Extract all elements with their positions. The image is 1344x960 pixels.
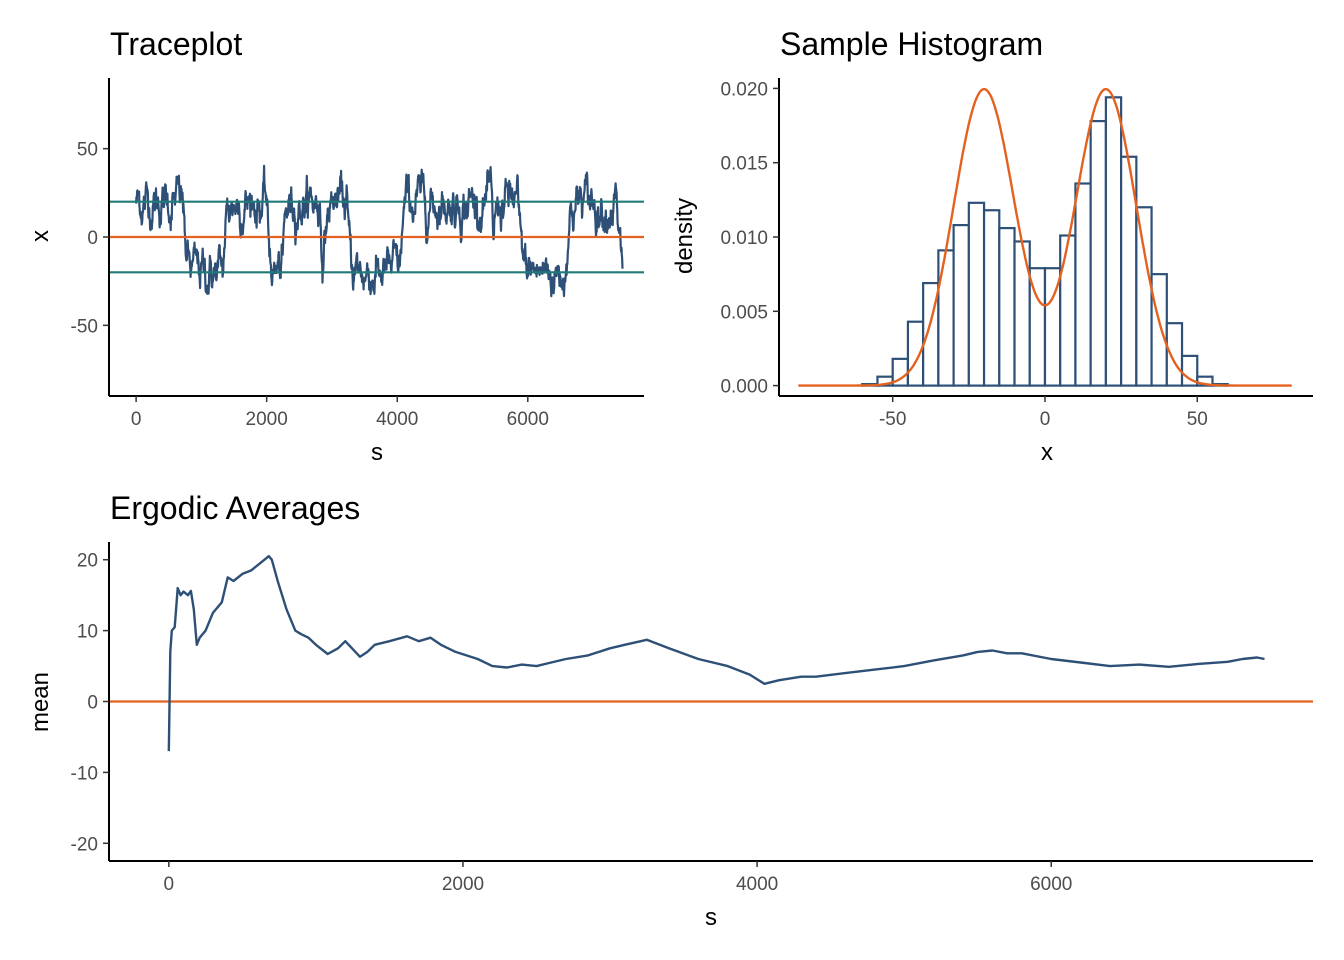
traceplot-y-tick-label: 0: [87, 228, 98, 249]
ergodic-x-tick-label: 2000: [442, 874, 484, 895]
histogram-panel: Sample Histogram -50 0 50 0.000 0.005 0.010 0.…: [671, 26, 1313, 466]
histogram-x-axis-label: x: [1041, 439, 1053, 466]
histogram-bar: [1104, 96, 1123, 387]
traceplot-x-axis-label: s: [371, 439, 383, 466]
traceplot-x-tick-label: 6000: [507, 409, 549, 430]
ergodic-y-tick-label: 10: [77, 622, 98, 643]
ergodic-y-tick-label: 0: [87, 693, 98, 714]
histogram-x-tick-label: 0: [1040, 409, 1051, 430]
ergodic-y-tick-label: 20: [77, 551, 98, 572]
ergodic-x-tick-label: 4000: [736, 874, 778, 895]
histogram-bar: [1089, 119, 1107, 387]
ergodic-x-axis-label: s: [705, 904, 717, 931]
traceplot-x-tick-label: 0: [131, 409, 142, 430]
traceplot-plot-area: [110, 164, 644, 298]
histogram-density-curve: [798, 87, 1292, 387]
traceplot-title: Traceplot: [110, 26, 242, 62]
traceplot-y-tick-label: 50: [77, 140, 98, 161]
histogram-bar: [1180, 354, 1199, 387]
histogram-bar: [1135, 206, 1153, 387]
histogram-plot-area: [798, 87, 1292, 387]
traceplot-axes: 0 2000 4000 6000 -50 0 50: [71, 78, 644, 430]
histogram-y-axis-label: density: [671, 198, 698, 274]
traceplot-series-line: [135, 164, 624, 298]
histogram-axes: -50 0 50 0.000 0.005 0.010 0.015 0.020: [720, 78, 1313, 430]
histogram-bar: [1165, 322, 1184, 387]
ergodic-plot-area: [110, 555, 1313, 752]
histogram-y-tick-label: 0.005: [720, 302, 768, 323]
ergodic-panel: Ergodic Averages 0 2000 4000 6000 -20 -10 0 10 2…: [27, 490, 1313, 931]
traceplot-y-axis-label: x: [27, 230, 54, 242]
traceplot-y-tick-label: -50: [71, 316, 98, 337]
histogram-bar: [937, 249, 955, 387]
ergodic-title: Ergodic Averages: [110, 490, 360, 526]
ergodic-series-line: [167, 555, 1265, 752]
histogram-bar: [982, 209, 1001, 387]
histogram-x-tick-label: 50: [1187, 409, 1208, 430]
traceplot-x-tick-label: 2000: [246, 409, 288, 430]
ergodic-x-tick-label: 0: [164, 874, 175, 895]
ergodic-y-tick-label: -20: [71, 834, 98, 855]
histogram-bar: [1150, 273, 1168, 387]
histogram-bar: [998, 226, 1016, 387]
ergodic-axes: 0 2000 4000 6000 -20 -10 0 10 20: [71, 542, 1313, 895]
ergodic-y-tick-label: -10: [71, 763, 98, 784]
histogram-bar: [952, 224, 970, 387]
ergodic-x-tick-label: 6000: [1030, 874, 1072, 895]
histogram-y-tick-label: 0.010: [720, 228, 768, 249]
histogram-y-tick-label: 0.000: [720, 377, 768, 398]
histogram-bar: [967, 201, 986, 387]
histogram-bar: [1074, 182, 1092, 387]
histogram-y-tick-label: 0.020: [720, 79, 768, 100]
histogram-bar: [1059, 234, 1077, 387]
traceplot-x-tick-label: 4000: [376, 409, 418, 430]
ergodic-y-axis-label: mean: [27, 672, 54, 732]
histogram-title: Sample Histogram: [780, 26, 1043, 62]
histogram-x-tick-label: -50: [879, 409, 906, 430]
traceplot-panel: Traceplot 0 2000 4000 6000 -50 0 50 s x: [27, 26, 644, 466]
histogram-y-tick-label: 0.015: [720, 154, 768, 175]
